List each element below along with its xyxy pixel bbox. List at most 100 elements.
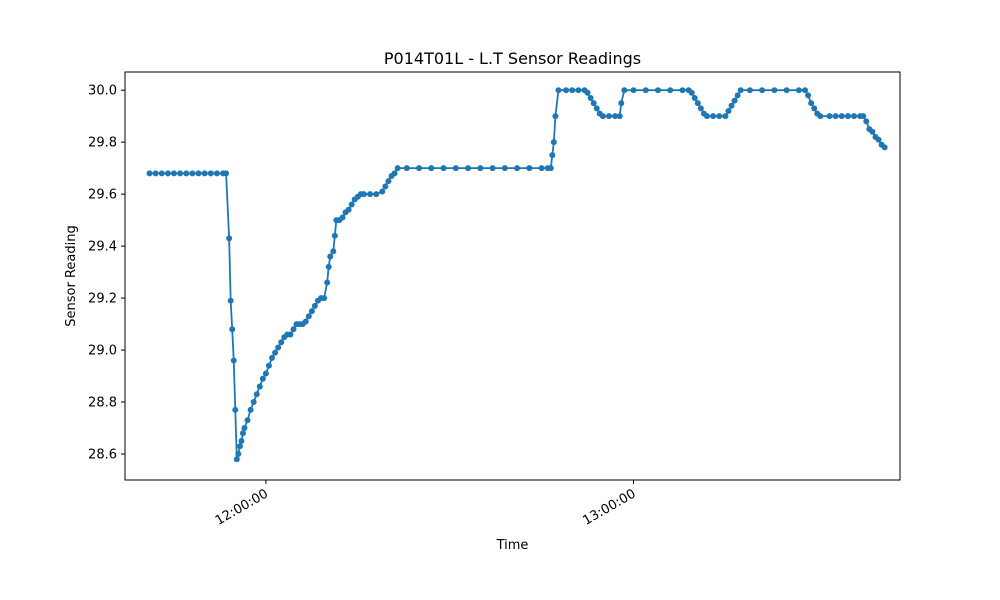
- data-point: [552, 113, 559, 120]
- data-point: [177, 170, 184, 177]
- data-point: [734, 92, 741, 99]
- data-point: [844, 113, 851, 120]
- y-tick-label: 29.4: [88, 240, 117, 255]
- data-point: [869, 128, 876, 135]
- data-point: [373, 191, 380, 198]
- data-point: [345, 206, 352, 213]
- data-point: [360, 191, 367, 198]
- plot-frame: [124, 71, 901, 481]
- data-point: [152, 170, 159, 177]
- data-point: [704, 113, 711, 120]
- data-point: [321, 295, 328, 302]
- data-point: [164, 170, 171, 177]
- data-point: [394, 165, 401, 172]
- data-point: [599, 113, 606, 120]
- data-point: [621, 87, 628, 94]
- data-point: [851, 113, 858, 120]
- data-point: [229, 326, 236, 333]
- data-point: [612, 113, 619, 120]
- data-point: [428, 165, 435, 172]
- data-point: [269, 354, 276, 361]
- data-point: [563, 87, 570, 94]
- data-point: [440, 165, 447, 172]
- data-point: [290, 326, 297, 333]
- data-point: [783, 87, 790, 94]
- data-point: [667, 87, 674, 94]
- data-point: [771, 87, 778, 94]
- data-point: [230, 357, 237, 364]
- data-point: [746, 87, 753, 94]
- data-point: [330, 248, 337, 255]
- data-point: [590, 100, 597, 107]
- data-point: [679, 87, 686, 94]
- data-point: [223, 170, 230, 177]
- data-point: [618, 100, 625, 107]
- data-point: [227, 297, 234, 304]
- y-axis: 28.6 28.8 29.0 29.2 29.4 29.6 29.8 30.0: [88, 84, 125, 463]
- data-point: [731, 97, 738, 104]
- data-point: [826, 113, 833, 120]
- data-point: [201, 170, 208, 177]
- data-point: [189, 170, 196, 177]
- data-point: [630, 87, 637, 94]
- data-point: [550, 139, 557, 146]
- data-point: [226, 235, 233, 242]
- y-tick-label: 28.8: [88, 396, 117, 411]
- data-point: [379, 188, 386, 195]
- data-point: [728, 102, 735, 109]
- data-point: [183, 170, 190, 177]
- data-point: [275, 344, 282, 351]
- data-point: [385, 178, 392, 185]
- data-point: [881, 144, 888, 151]
- data-point: [555, 87, 562, 94]
- y-tick-label: 29.8: [88, 136, 117, 151]
- data-point: [832, 113, 839, 120]
- data-point: [339, 214, 346, 221]
- data-point: [253, 391, 260, 398]
- data-point: [287, 331, 294, 338]
- data-point: [195, 170, 202, 177]
- data-point: [213, 170, 220, 177]
- data-point: [863, 118, 870, 125]
- data-point: [688, 89, 695, 96]
- data-point: [514, 165, 521, 172]
- data-point: [171, 170, 178, 177]
- data-point: [616, 113, 623, 120]
- data-point: [278, 339, 285, 346]
- data-point: [302, 318, 309, 325]
- data-point: [737, 87, 744, 94]
- data-point: [232, 406, 239, 413]
- data-point: [391, 170, 398, 177]
- data-point: [259, 375, 266, 382]
- data-point: [501, 165, 508, 172]
- data-point: [526, 165, 533, 172]
- data-point: [838, 113, 845, 120]
- data-point: [697, 105, 704, 112]
- data-point: [759, 87, 766, 94]
- data-point: [262, 370, 269, 377]
- data-point: [725, 107, 732, 114]
- data-point: [403, 165, 410, 172]
- data-point: [207, 170, 214, 177]
- data-point: [817, 113, 824, 120]
- data-point: [808, 100, 815, 107]
- chart-title: P014T01L - L.T Sensor Readings: [384, 49, 641, 68]
- data-point: [642, 87, 649, 94]
- data-point: [716, 113, 723, 120]
- data-point: [691, 94, 698, 101]
- data-point: [272, 349, 279, 356]
- data-point: [875, 136, 882, 143]
- data-point: [244, 417, 251, 424]
- data-point: [305, 313, 312, 320]
- data-point: [348, 201, 355, 208]
- data-point: [265, 362, 272, 369]
- data-point: [605, 113, 612, 120]
- data-point: [367, 191, 374, 198]
- data-point: [331, 232, 338, 239]
- y-tick-label: 30.0: [88, 84, 117, 99]
- data-point: [805, 92, 812, 99]
- data-point: [477, 165, 484, 172]
- y-tick-label: 29.6: [88, 188, 117, 203]
- data-point: [235, 451, 242, 458]
